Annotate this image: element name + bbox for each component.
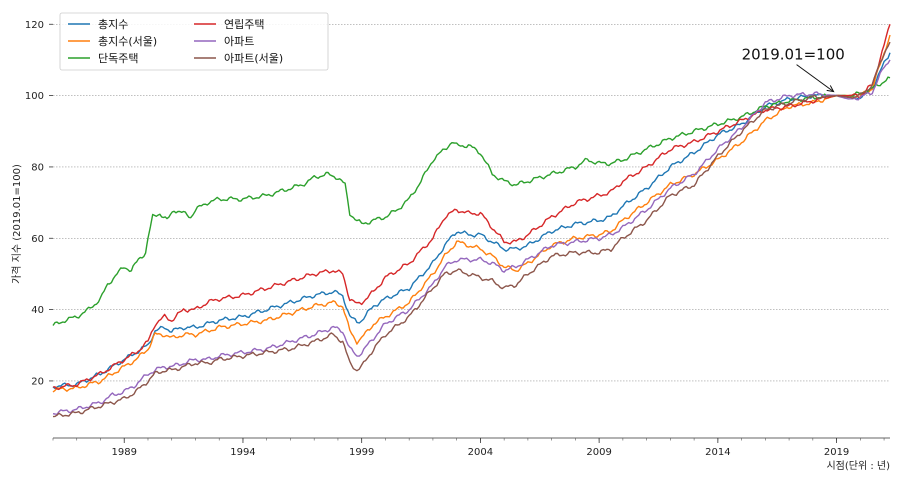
x-tick-label: 2009 <box>586 447 611 458</box>
series-line-5 <box>52 59 891 416</box>
y-tick-label: 60 <box>31 234 44 245</box>
annotation-arrow-line <box>796 64 834 93</box>
series-line-3 <box>52 76 891 326</box>
x-tick-label: 2004 <box>468 447 493 458</box>
y-tick-label: 80 <box>31 162 44 173</box>
annotation-text: 2019.01=100 <box>742 46 845 64</box>
x-tick-label: 1994 <box>230 447 255 458</box>
y-tick-label: 20 <box>31 376 44 387</box>
legend-entry: 총지수 <box>98 18 128 31</box>
series-line-6 <box>52 41 891 418</box>
annotation-arrow-head <box>826 85 835 93</box>
y-axis-label: 가격 지수 (2019.01=100) <box>10 164 23 284</box>
x-axis-label: 시점(단위 : 년) <box>826 459 890 472</box>
series-lines <box>52 24 891 418</box>
x-tick-label: 1989 <box>112 447 137 458</box>
axes: 20 40 60 80 100 120 1989 1994 1999 2004 2009 2014 20… <box>25 20 890 458</box>
series-line-2 <box>52 34 891 393</box>
annotation: 2019.01=100 <box>742 46 845 93</box>
y-tick-label: 120 <box>25 20 44 31</box>
legend-entry: 아파트(서울) <box>224 52 283 65</box>
gridlines <box>53 23 890 382</box>
x-tick-label: 2014 <box>705 447 730 458</box>
legend-entry: 연립주택 <box>224 18 264 31</box>
legend-entry: 단독주택 <box>98 52 138 65</box>
legend-entry: 아파트 <box>224 35 254 48</box>
x-tick-label: 2019 <box>824 447 849 458</box>
x-tick-label: 1999 <box>349 447 374 458</box>
y-tick-label: 100 <box>25 91 44 102</box>
series-line-4 <box>52 24 891 391</box>
y-tick-label: 40 <box>31 305 44 316</box>
legend-entry: 총지수(서울) <box>98 35 157 48</box>
